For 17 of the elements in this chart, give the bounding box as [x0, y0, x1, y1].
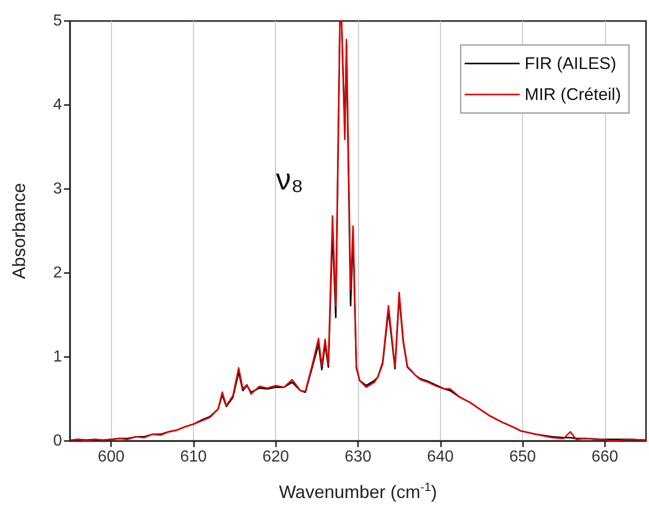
x-tick-label: 660 — [592, 448, 618, 466]
legend-label: FIR (AILES) — [524, 54, 616, 73]
y-axis-title: Absorbance — [9, 182, 29, 280]
y-tick-label: 4 — [53, 96, 62, 114]
y-tick-label: 5 — [53, 12, 62, 30]
y-tick-label: 0 — [53, 432, 62, 450]
x-tick-label: 630 — [344, 448, 372, 466]
y-tick-label: 3 — [53, 180, 62, 198]
x-tick-label: 600 — [98, 448, 125, 466]
x-tick-label: 620 — [262, 448, 290, 466]
annotation: ν₈ — [276, 164, 304, 196]
x-tick-label: 650 — [509, 448, 536, 466]
y-tick-label: 1 — [53, 348, 62, 366]
x-tick-label: 610 — [180, 448, 207, 466]
y-tick-label: 2 — [53, 264, 62, 282]
x-tick-label: 640 — [426, 448, 454, 466]
legend-label: MIR (Créteil) — [524, 85, 622, 104]
